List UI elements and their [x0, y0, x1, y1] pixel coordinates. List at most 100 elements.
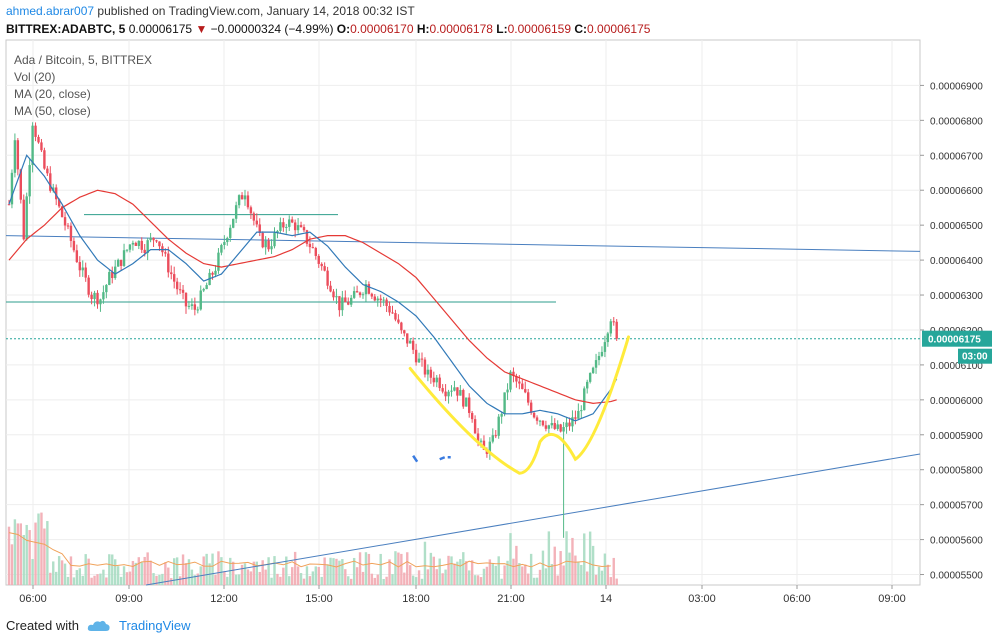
x-tick-label: 21:00: [497, 593, 525, 605]
candle-body: [476, 433, 480, 441]
volume-bar: [370, 573, 374, 585]
candle-body: [276, 230, 279, 233]
candle-body: [158, 241, 161, 247]
candle-body: [296, 225, 300, 231]
candle-body: [223, 242, 226, 246]
volume-bar: [580, 564, 583, 585]
candle-body: [462, 390, 465, 407]
candle-body: [488, 441, 492, 454]
volume-bar: [459, 559, 462, 585]
volume-bar: [55, 571, 58, 585]
candle-body: [302, 227, 306, 231]
candle-body: [90, 294, 93, 300]
candle-body: [311, 247, 315, 249]
high-value: 0.00006178: [429, 22, 493, 36]
candle-body: [609, 321, 612, 334]
volume-bar: [506, 560, 509, 585]
candle-body: [220, 245, 223, 253]
volume-bar: [28, 530, 31, 585]
volume-bar: [232, 561, 235, 585]
volume-bar: [594, 574, 598, 585]
volume-bar: [479, 577, 483, 585]
x-tick-label: 14: [600, 593, 612, 605]
volume-bar: [237, 574, 241, 585]
candle-body: [470, 412, 474, 420]
volume-bar: [341, 559, 344, 585]
candle-body: [344, 297, 347, 303]
volume-bar: [524, 564, 527, 585]
y-axis[interactable]: 0.00006900 0.00006800 0.00006700 0.00006600…: [920, 81, 992, 582]
candle-body: [155, 240, 158, 242]
last-price: 0.00006175: [128, 22, 193, 36]
candle-body: [479, 440, 483, 442]
volume-bar: [606, 564, 610, 585]
volume-bar: [347, 576, 350, 585]
volume-bar: [473, 575, 477, 585]
candle-body: [600, 351, 604, 356]
candle-body: [13, 140, 17, 173]
low-label: L:: [496, 22, 508, 36]
candle-body: [391, 312, 394, 314]
candle-body: [361, 294, 365, 296]
volume-bar: [131, 560, 135, 585]
volume-bar: [488, 559, 492, 585]
volume-bar: [441, 573, 444, 585]
candle-body: [447, 391, 450, 397]
volume-bar: [140, 562, 143, 585]
change-value: −0.00000324 (−4.99%): [210, 22, 334, 36]
candle-body: [270, 246, 273, 250]
y-tick-label: 0.00006300: [930, 291, 983, 302]
volume-bar: [193, 575, 197, 585]
x-axis[interactable]: 06:00 09:00 12:00 15:00 18:00 21:00 14 03:00 06:…: [19, 585, 906, 605]
candle-body: [494, 435, 497, 437]
candle-body: [423, 359, 427, 375]
volume-bar: [615, 578, 618, 585]
candle-body: [105, 284, 108, 293]
volume-bar: [119, 576, 123, 585]
candle-body: [379, 298, 382, 301]
candle-body: [603, 342, 607, 352]
tradingview-brand[interactable]: TradingView: [118, 618, 191, 633]
volume-bar: [202, 556, 205, 585]
author-link[interactable]: ahmed.abrar007: [6, 4, 95, 18]
candle-body: [473, 419, 477, 434]
candle-body: [164, 252, 167, 254]
candle-body: [22, 199, 25, 240]
volume-bar: [34, 522, 37, 585]
chart-area[interactable]: 0.00006900 0.00006800 0.00006700 0.00006600…: [5, 39, 992, 610]
volume-bar: [178, 576, 182, 585]
volume-bar: [81, 575, 84, 585]
candle-body: [78, 262, 81, 271]
candle-body: [568, 422, 571, 427]
candle-body: [125, 249, 129, 251]
candle-body: [111, 272, 114, 279]
price-chart[interactable]: 0.00006900 0.00006800 0.00006700 0.00006600…: [5, 39, 996, 610]
candle-body: [37, 136, 40, 143]
candle-body: [84, 267, 87, 278]
volume-bar: [134, 562, 138, 585]
volume-bar: [285, 556, 288, 585]
candle-body: [329, 285, 332, 292]
volume-bar: [521, 566, 524, 585]
candle-body: [279, 222, 282, 231]
candle-body: [317, 255, 320, 264]
candle-body: [178, 289, 182, 291]
candle-body: [273, 232, 276, 247]
blue-mark: [412, 455, 419, 463]
candle-body: [406, 333, 409, 344]
candle-body: [518, 381, 521, 384]
candle-body: [432, 377, 435, 383]
volume-bar: [538, 569, 542, 585]
volume-bar: [450, 556, 453, 585]
candle-body: [261, 232, 264, 248]
candle-body: [211, 272, 214, 275]
candle-body: [87, 277, 90, 295]
volume-bar: [583, 533, 586, 585]
ma20-line: [8, 154, 618, 422]
volume-bar: [397, 552, 400, 585]
candle-body: [615, 321, 618, 339]
trend-line-down: [5, 235, 921, 252]
candle-body: [544, 425, 548, 429]
candle-body: [438, 377, 441, 389]
volume-bar: [500, 578, 503, 585]
